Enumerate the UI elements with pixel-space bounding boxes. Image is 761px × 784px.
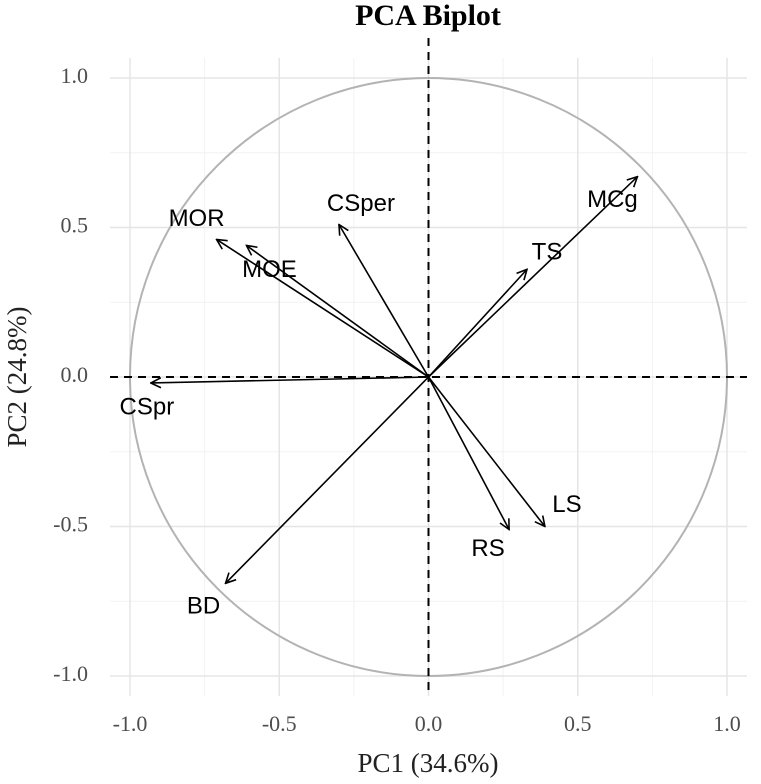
chart-title: PCA Biplot (355, 0, 501, 32)
loading-arrow (151, 376, 429, 383)
x-tick-label: -1.0 (113, 711, 148, 736)
variable-label: CSper (327, 190, 395, 217)
x-tick-label: 0.0 (415, 711, 443, 736)
variable-label: MOE (242, 256, 297, 283)
variable-label: RS (471, 535, 504, 562)
variable-label: CSpr (120, 393, 175, 420)
variable-label: MOR (169, 205, 225, 232)
loading-arrow (427, 376, 510, 529)
variable-label: MCg (587, 186, 638, 213)
variable-label: TS (532, 239, 563, 266)
variable-label: BD (187, 593, 220, 620)
x-axis-title: PC1 (34.6%) (358, 748, 499, 778)
loading-arrow (217, 239, 429, 378)
loading-arrow (427, 177, 638, 378)
variable-label: LS (552, 491, 581, 518)
loading-arrow (427, 376, 545, 527)
x-tick-label: 1.0 (713, 711, 741, 736)
x-tick-label: -0.5 (262, 711, 297, 736)
y-tick-label: -1.0 (53, 661, 88, 686)
loading-arrow (339, 225, 430, 378)
y-tick-label: 0.0 (61, 362, 89, 387)
loading-arrow (427, 269, 528, 378)
loading-arrow (246, 245, 429, 378)
y-tick-label: 1.0 (61, 63, 89, 88)
y-tick-label: 0.5 (61, 213, 89, 238)
loading-arrow (226, 376, 430, 583)
y-tick-label: -0.5 (53, 512, 88, 537)
x-tick-label: 0.5 (564, 711, 592, 736)
y-axis-title: PC2 (24.8%) (2, 307, 32, 448)
